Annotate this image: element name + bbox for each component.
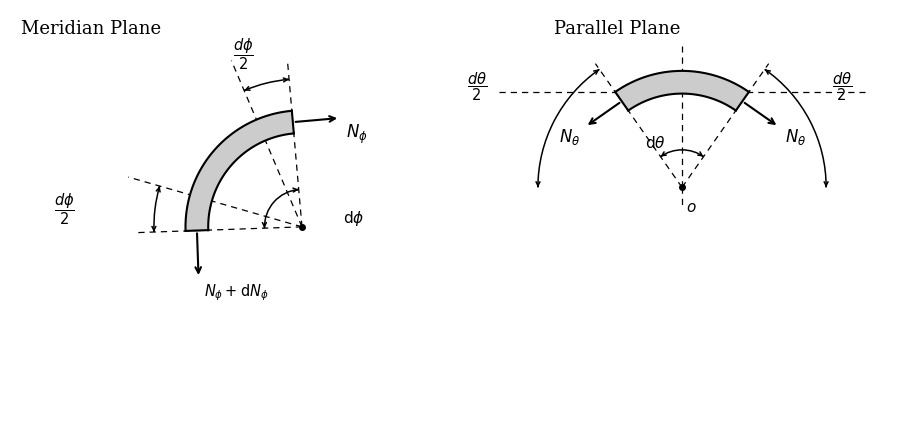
Text: $\dfrac{d\phi}{2}$: $\dfrac{d\phi}{2}$ — [54, 192, 75, 227]
Text: $\dfrac{d\theta}{2}$: $\dfrac{d\theta}{2}$ — [467, 71, 487, 103]
Text: $\mathrm{d}\theta$: $\mathrm{d}\theta$ — [644, 135, 665, 151]
Text: $\dfrac{d\theta}{2}$: $\dfrac{d\theta}{2}$ — [832, 71, 853, 103]
Text: Parallel Plane: Parallel Plane — [553, 19, 680, 38]
Polygon shape — [615, 71, 749, 111]
Text: $N_\theta$: $N_\theta$ — [784, 127, 806, 147]
Text: $N_\phi + \mathrm{d}N_\phi$: $N_\phi + \mathrm{d}N_\phi$ — [204, 283, 268, 303]
Text: $\dfrac{d\phi}{2}$: $\dfrac{d\phi}{2}$ — [233, 36, 254, 72]
Text: $\mathrm{d}\phi$: $\mathrm{d}\phi$ — [343, 210, 365, 229]
Text: $N_\theta$: $N_\theta$ — [559, 127, 581, 147]
Text: $o$: $o$ — [686, 201, 697, 215]
Text: $N_\phi$: $N_\phi$ — [346, 123, 368, 146]
Polygon shape — [186, 111, 294, 231]
Text: Meridian Plane: Meridian Plane — [21, 19, 161, 38]
